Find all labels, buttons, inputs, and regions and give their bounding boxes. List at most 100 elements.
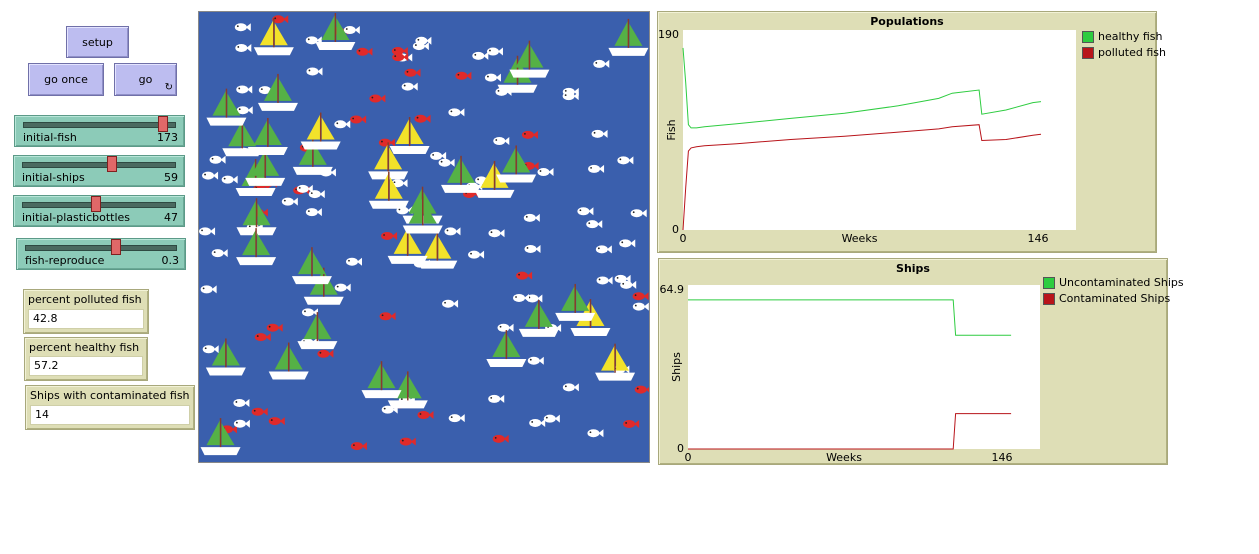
fish-icon	[345, 257, 362, 266]
y-tick-label-min: 0	[677, 442, 684, 455]
fish-icon	[562, 92, 579, 101]
fish-icon	[448, 414, 465, 423]
fish-icon	[587, 429, 604, 438]
fish-icon	[334, 283, 351, 292]
fish-icon	[521, 130, 538, 139]
fish-icon	[305, 208, 322, 217]
sailboat-icon	[245, 148, 286, 186]
fish-icon	[202, 345, 219, 354]
slider-value: 47	[164, 211, 178, 224]
fish-icon	[399, 437, 416, 446]
fish-icon	[634, 385, 649, 394]
monitor-label: Ships with contaminated fish	[30, 389, 190, 402]
fish-icon	[233, 398, 250, 407]
slider-handle[interactable]	[106, 156, 117, 172]
sailboat-icon	[257, 73, 298, 111]
slider-label: fish-reproduce	[25, 254, 105, 267]
fish-icon	[527, 356, 544, 365]
monitor-label: percent healthy fish	[29, 341, 140, 354]
series-line-1	[682, 124, 1042, 231]
fish-icon	[233, 419, 250, 428]
slider-value: 173	[157, 131, 178, 144]
legend-item-contaminated-ships: Contaminated Ships	[1043, 292, 1170, 305]
series-line-0	[682, 47, 1042, 129]
slider-label: initial-fish	[23, 131, 77, 144]
fish-icon	[404, 68, 421, 77]
sailboat-icon	[509, 40, 550, 78]
x-axis-label: Weeks	[842, 232, 878, 245]
slider-handle[interactable]	[90, 196, 101, 212]
x-tick-label-min: 0	[685, 451, 692, 464]
sailboat-icon	[315, 13, 356, 51]
slider-label: initial-plasticbottles	[22, 211, 131, 224]
go-button-label: go	[138, 73, 153, 86]
fish-icon	[620, 280, 637, 289]
fish-icon	[523, 213, 540, 222]
initial-plasticbottles-slider[interactable]: initial-plasticbottles 47	[13, 195, 185, 227]
initial-fish-slider[interactable]: initial-fish 173	[14, 115, 185, 147]
slider-track[interactable]	[23, 122, 176, 128]
slider-value: 59	[164, 171, 178, 184]
fish-icon	[306, 67, 323, 76]
sailboat-icon	[417, 231, 458, 269]
legend-item-uncontaminated-ships: Uncontaminated Ships	[1043, 276, 1184, 289]
sailboat-icon	[441, 155, 482, 193]
go-once-button[interactable]: go once	[28, 63, 104, 96]
slider-track[interactable]	[25, 245, 177, 251]
fish-icon	[468, 250, 485, 259]
fish-icon	[296, 184, 313, 193]
sailboat-icon	[206, 88, 247, 126]
sailboat-icon	[486, 330, 527, 368]
fish-icon	[202, 171, 219, 180]
plot-area	[683, 30, 1076, 230]
sailboat-icon	[387, 226, 428, 264]
fish-icon	[516, 271, 533, 280]
fish-icon	[417, 411, 434, 420]
slider-track[interactable]	[22, 162, 176, 168]
fish-icon	[492, 434, 509, 443]
go-once-button-label: go once	[44, 73, 88, 86]
world-view[interactable]	[198, 11, 650, 463]
fish-icon	[392, 53, 409, 62]
ships-plot: Ships 64.9 0 0 146 Weeks Ships Uncontaminated…	[658, 258, 1184, 465]
fish-icon	[529, 418, 546, 427]
legend-item-healthy-fish: healthy fish	[1082, 30, 1162, 43]
sailboat-icon	[236, 228, 277, 266]
fish-icon	[317, 349, 334, 358]
contaminated-ships-monitor: Ships with contaminated fish 14	[25, 385, 195, 430]
forever-loop-icon: ↻	[164, 82, 173, 93]
monitor-value: 42.8	[28, 309, 144, 329]
plot-area	[688, 285, 1040, 449]
percent-healthy-fish-monitor: percent healthy fish 57.2	[24, 337, 148, 381]
legend-swatch	[1043, 292, 1055, 305]
sailboat-icon	[247, 117, 288, 155]
sailboat-icon	[368, 171, 409, 209]
monitor-value: 57.2	[29, 356, 143, 376]
fish-reproduce-slider[interactable]: fish-reproduce 0.3	[16, 238, 186, 270]
legend-label: polluted fish	[1098, 46, 1166, 59]
fish-icon	[593, 59, 610, 68]
fish-icon	[350, 442, 367, 451]
fish-icon	[438, 158, 455, 167]
slider-handle[interactable]	[111, 239, 122, 255]
fish-icon	[343, 26, 360, 35]
fish-icon	[236, 85, 253, 94]
setup-button[interactable]: setup	[66, 26, 129, 58]
fish-icon	[444, 227, 461, 236]
initial-ships-slider[interactable]: initial-ships 59	[13, 155, 185, 187]
ocean-background	[199, 12, 649, 462]
fish-icon	[412, 42, 429, 51]
fish-icon	[472, 51, 489, 60]
x-axis-label: Weeks	[826, 451, 862, 464]
sailboat-icon	[205, 338, 246, 376]
fish-icon	[442, 299, 459, 308]
fish-icon	[334, 120, 351, 129]
go-forever-button[interactable]: go ↻	[114, 63, 177, 96]
fish-icon	[596, 276, 613, 285]
legend-label: Uncontaminated Ships	[1059, 276, 1184, 289]
slider-handle[interactable]	[157, 116, 168, 132]
legend-label: Contaminated Ships	[1059, 292, 1171, 305]
fish-icon	[630, 209, 647, 218]
fish-icon	[199, 227, 216, 236]
sailboat-icon	[297, 312, 338, 350]
